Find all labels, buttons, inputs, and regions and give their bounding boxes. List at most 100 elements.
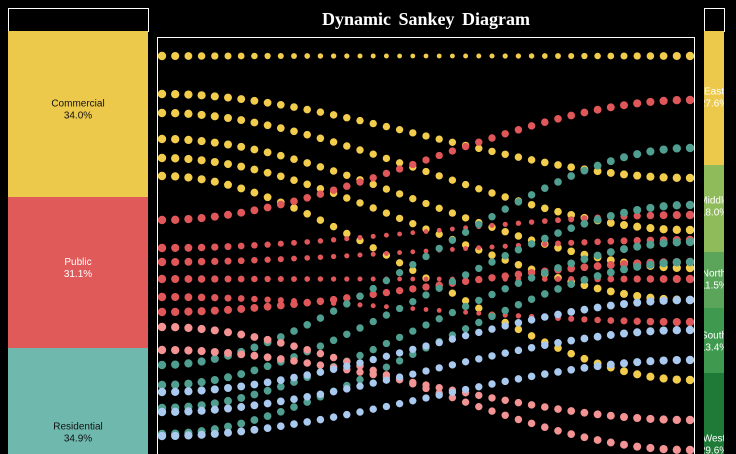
flow-dot xyxy=(369,204,377,212)
flow-dot xyxy=(620,440,628,449)
flow-dot xyxy=(210,177,219,186)
flow-dot xyxy=(633,212,641,220)
flow-dot xyxy=(501,193,509,201)
flow-dot xyxy=(672,445,681,454)
flow-dot xyxy=(316,163,325,171)
flow-dot xyxy=(422,199,430,208)
flow-dot xyxy=(303,105,311,114)
flow-dot xyxy=(672,326,681,335)
source-percent: 34.9% xyxy=(64,434,92,445)
flow-dot xyxy=(501,205,509,213)
flow-dot xyxy=(184,379,193,388)
flow-dot xyxy=(356,375,364,384)
flow-dot xyxy=(197,386,206,395)
flow-dot xyxy=(501,411,509,420)
flow-dot xyxy=(461,332,470,340)
flow-dot xyxy=(210,112,219,121)
flow-dot xyxy=(237,257,245,265)
flow-dot xyxy=(276,355,285,363)
flow-dot xyxy=(263,148,272,157)
flow-dot xyxy=(593,251,602,260)
source-bar xyxy=(8,197,148,348)
flow-dot xyxy=(502,221,508,227)
flow-dot xyxy=(291,276,297,282)
flow-dot xyxy=(316,390,325,399)
flow-dot xyxy=(329,186,338,194)
flow-dot xyxy=(580,364,589,372)
flow-dot xyxy=(580,263,589,272)
flow-dot xyxy=(158,257,167,267)
flow-dot xyxy=(290,357,298,365)
flow-dot xyxy=(659,444,668,454)
flow-dot xyxy=(276,333,285,341)
flow-dot xyxy=(330,253,337,260)
flow-dot xyxy=(646,97,655,106)
flow-dot xyxy=(397,276,403,282)
flow-dot xyxy=(250,380,259,389)
flow-dot xyxy=(410,53,416,59)
flow-dot xyxy=(633,242,642,251)
flow-dot xyxy=(158,108,167,118)
flow-dot xyxy=(541,241,548,247)
flow-dot xyxy=(528,219,535,225)
flow-dot xyxy=(250,303,259,312)
flow-dot xyxy=(395,159,404,167)
flow-dot xyxy=(237,419,246,428)
flow-dot xyxy=(317,254,324,260)
flow-dot xyxy=(685,274,694,284)
flow-dot xyxy=(224,328,232,337)
flow-dot xyxy=(461,271,470,279)
flow-dot xyxy=(568,52,575,60)
flow-dot xyxy=(250,333,259,341)
flow-dot xyxy=(527,419,536,428)
flow-dot xyxy=(224,243,232,251)
flow-dot xyxy=(580,166,589,175)
flow-dot xyxy=(527,156,536,164)
flow-dot xyxy=(554,243,562,252)
flow-dot xyxy=(237,142,246,151)
flow-dot xyxy=(606,168,615,177)
flow-dot xyxy=(606,411,615,420)
flow-dot xyxy=(264,256,271,263)
flow-dot xyxy=(607,317,615,324)
flow-dot xyxy=(422,342,430,350)
flow-dot xyxy=(316,216,325,224)
flow-dot xyxy=(646,357,655,366)
flow-dot xyxy=(303,130,311,139)
flow-dot xyxy=(633,370,642,379)
flow-dot xyxy=(382,363,391,371)
left-header xyxy=(8,8,149,32)
flow-dot xyxy=(369,284,377,293)
flow-dot xyxy=(501,285,509,293)
flow-dot xyxy=(171,274,180,284)
flow-dot xyxy=(171,323,180,332)
flow-dot xyxy=(593,161,602,170)
flow-dot xyxy=(211,52,219,60)
flow-dot xyxy=(158,51,167,61)
flow-dot xyxy=(646,211,655,220)
flow-dot xyxy=(593,105,602,114)
flow-dot xyxy=(383,232,389,238)
flow-dot xyxy=(197,243,206,252)
target-bar xyxy=(704,373,724,454)
flow-dot xyxy=(435,338,443,347)
flow-dot xyxy=(475,403,483,411)
flow-dot xyxy=(344,236,350,242)
target-label: North xyxy=(702,269,726,280)
flow-dot xyxy=(276,172,285,181)
flow-dot xyxy=(237,162,246,171)
flow-dot xyxy=(356,382,364,390)
flow-dot xyxy=(356,324,364,332)
flow-dot xyxy=(184,293,193,302)
flow-dot xyxy=(606,287,615,296)
flow-dot xyxy=(620,300,628,308)
target-percent: 18.0% xyxy=(700,208,728,219)
flow-dot xyxy=(633,150,642,159)
flow-dot xyxy=(184,90,193,99)
flow-dot xyxy=(197,52,206,60)
flow-dot xyxy=(158,407,167,417)
flow-dot xyxy=(409,370,417,378)
flow-dot xyxy=(476,310,482,316)
flow-dot xyxy=(210,405,219,414)
